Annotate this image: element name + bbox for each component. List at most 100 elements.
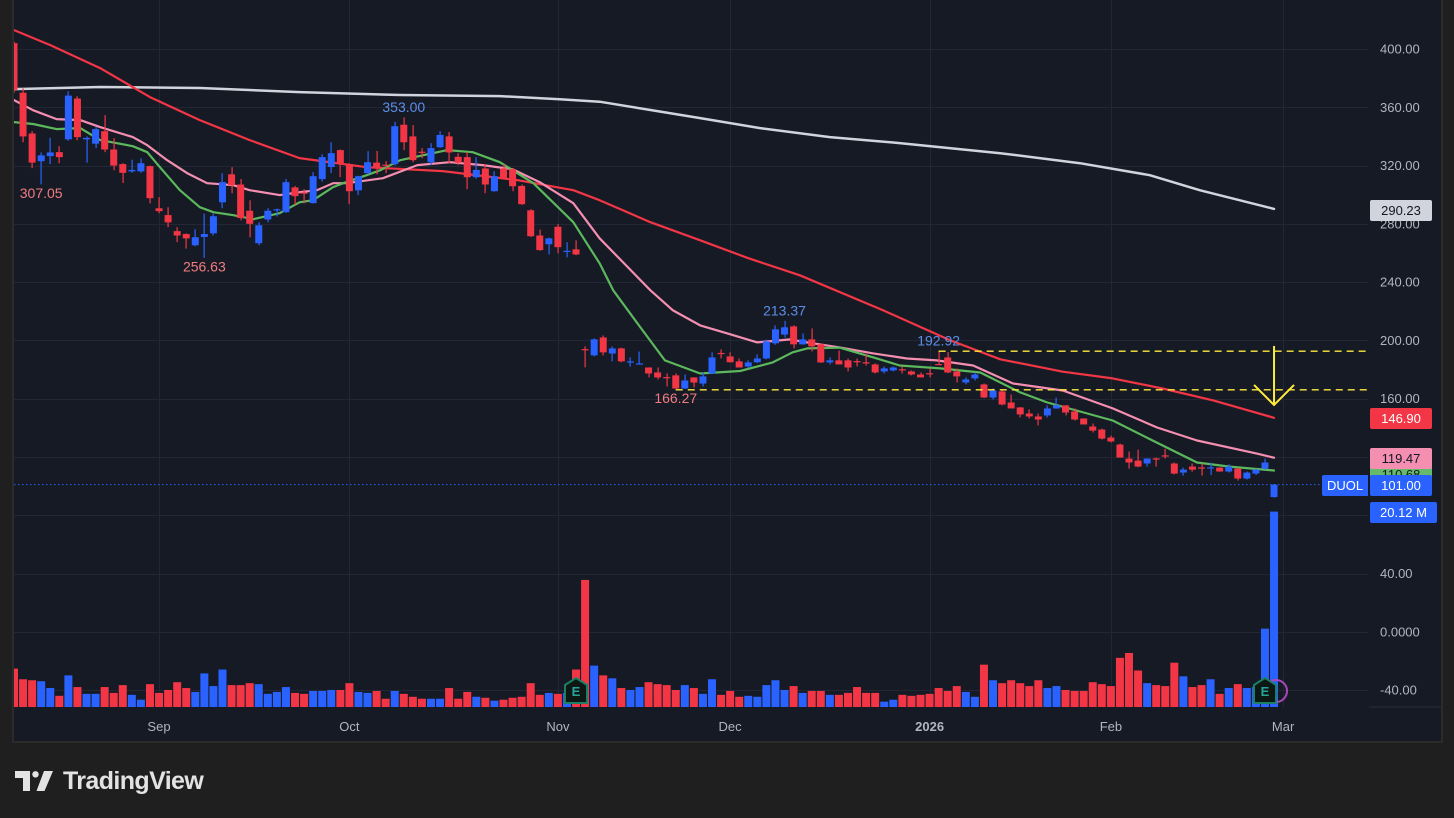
candle — [1071, 408, 1079, 421]
candle-body — [735, 361, 743, 368]
earnings-marker[interactable]: E — [1253, 677, 1288, 704]
earnings-icon — [1253, 677, 1277, 704]
candle-body — [717, 352, 725, 355]
candle-body — [273, 209, 281, 211]
volume-bar — [599, 675, 608, 707]
volume-bar — [635, 687, 644, 707]
candle-body — [953, 371, 961, 377]
candle — [55, 146, 63, 164]
volume-bar — [481, 697, 490, 707]
candle-body — [83, 137, 91, 140]
candle-body — [762, 341, 770, 359]
candle — [373, 150, 381, 175]
price-axis-label: 200.00 — [1380, 333, 1420, 348]
volume-bar — [807, 690, 816, 707]
candle — [1216, 467, 1224, 472]
candle — [364, 151, 372, 175]
candle-body — [1025, 413, 1033, 417]
arrow-head-icon[interactable] — [1253, 384, 1295, 407]
candle-body — [817, 344, 825, 363]
candle-body — [382, 164, 390, 166]
candle-wick — [86, 136, 88, 163]
volume-bar — [644, 682, 653, 707]
candle-body — [1188, 466, 1196, 470]
volume-bar — [853, 687, 862, 707]
down-arrow-drawing[interactable] — [1253, 345, 1295, 407]
candle — [935, 350, 943, 366]
volume-bar — [136, 699, 145, 707]
candle — [173, 227, 181, 243]
volume-bar — [898, 694, 907, 707]
candle-body — [726, 356, 734, 363]
candle-body — [291, 187, 299, 197]
volume-bar — [472, 696, 481, 707]
volume-bar — [100, 687, 109, 707]
candle — [690, 377, 698, 388]
time-axis[interactable]: Sep Oct Nov Dec 2026 Feb Mar — [14, 708, 1368, 741]
volume-bar — [1152, 685, 1161, 707]
candle — [1207, 462, 1215, 476]
volume-bar — [816, 690, 825, 707]
candle — [128, 159, 136, 173]
candle-body — [781, 327, 789, 335]
time-axis-drag-area[interactable] — [14, 708, 1368, 741]
candle-body — [1007, 402, 1015, 409]
candle-body — [989, 390, 997, 398]
volume-bar — [708, 679, 716, 707]
candle-body — [853, 361, 861, 363]
volume-bar — [445, 688, 454, 707]
candle — [599, 335, 607, 356]
candle-wick — [1164, 448, 1166, 459]
candle — [83, 136, 91, 163]
candle-body — [1052, 405, 1060, 409]
volume-bar — [390, 690, 399, 707]
candle-body — [926, 373, 934, 375]
candle-body — [690, 377, 698, 383]
candle — [472, 157, 480, 179]
candle-body — [617, 348, 625, 362]
candle-body — [282, 182, 290, 213]
tradingview-logo-icon — [15, 771, 53, 791]
candle — [73, 96, 81, 141]
candle-wick — [584, 346, 586, 368]
volume-bar — [517, 696, 526, 707]
candle-body — [463, 157, 471, 178]
volume-bar — [426, 698, 435, 707]
volume-bar — [254, 684, 263, 707]
candle-body — [590, 339, 598, 356]
candle-wick — [49, 137, 51, 165]
volume-bar — [1197, 685, 1206, 707]
earnings-marker[interactable]: E — [564, 677, 588, 704]
candle-body — [808, 339, 816, 347]
volume-bar — [843, 692, 852, 707]
volume-bar — [653, 684, 662, 707]
candle-wick — [929, 368, 931, 378]
candle-body — [554, 226, 562, 248]
candle — [1143, 458, 1151, 467]
candle — [110, 138, 118, 171]
price-axis[interactable]: 400.00360.00320.00280.00240.00200.00160.… — [1369, 0, 1440, 707]
candle — [1170, 462, 1178, 475]
horizontal-level-lines[interactable] — [675, 350, 1368, 391]
high-price-label: 353.00 — [382, 99, 425, 115]
candle — [1234, 467, 1242, 481]
candle — [980, 383, 988, 398]
volume-bar — [526, 683, 535, 707]
volume-bar — [1025, 686, 1034, 707]
candle — [853, 358, 861, 367]
volume-bar — [1052, 686, 1061, 707]
volume-bar — [218, 669, 227, 707]
tradingview-logo[interactable]: TradingView — [15, 766, 204, 796]
candle-body — [191, 237, 199, 246]
candle — [527, 209, 535, 237]
candle — [744, 360, 752, 369]
volume-bar — [1143, 683, 1152, 707]
ma-pink-line — [14, 98, 1276, 459]
volume-bar — [789, 686, 798, 707]
candle — [1261, 458, 1269, 470]
low-price-label: 307.05 — [20, 185, 63, 201]
candle-body — [400, 124, 408, 143]
volume-bar — [1161, 686, 1170, 707]
